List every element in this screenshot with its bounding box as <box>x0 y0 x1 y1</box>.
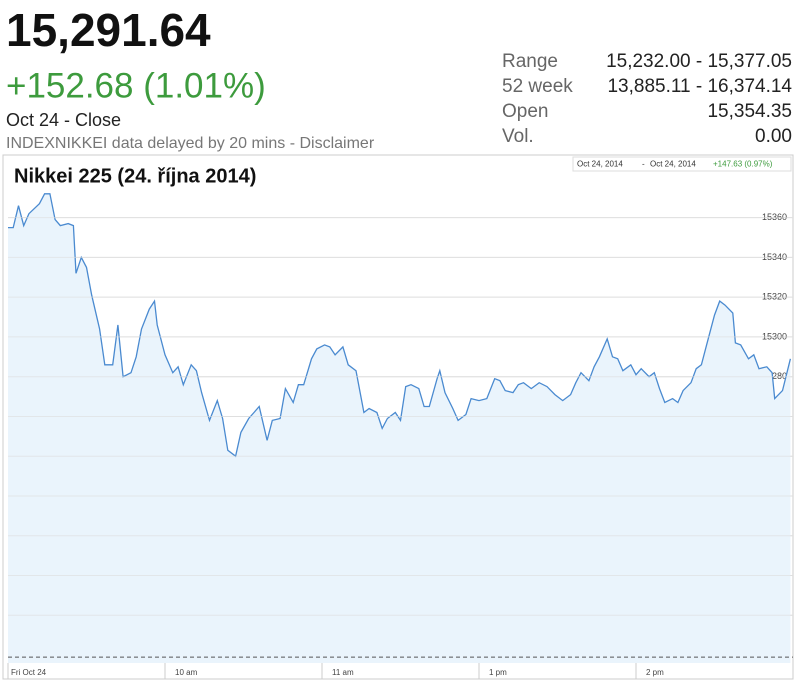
y-tick-label: 15360 <box>762 212 787 222</box>
x-tick-label: 1 pm <box>489 668 507 677</box>
x-tick-label: 11 am <box>332 668 354 677</box>
stat-value: 13,885.11 - 16,374.14 <box>607 76 792 97</box>
stat-label: Vol. <box>502 126 534 147</box>
plot: 1516015180152001522015240152601528015300… <box>7 193 793 679</box>
area <box>8 193 791 664</box>
y-tick-label: 15320 <box>762 292 787 302</box>
date: Oct 24 - Close <box>6 110 121 130</box>
x-tick-label: 2 pm <box>646 668 664 677</box>
x-tick-label: Fri Oct 24 <box>11 668 47 677</box>
range-box <box>572 156 792 172</box>
stat-label: Open <box>502 101 548 122</box>
range-separator: - <box>642 160 645 169</box>
range-from: Oct 24, 2014 <box>577 160 623 169</box>
y-tick-label: 15280 <box>762 371 787 381</box>
stats: Range 15,232.00 - 15,377.05 52 week 13,885.… <box>502 51 792 147</box>
stat-value: 0.00 <box>755 126 792 147</box>
stat-value: 15,354.35 <box>707 101 792 122</box>
x-tick-label: 10 am <box>175 668 198 677</box>
y-tick-label: 15300 <box>762 331 787 341</box>
price: 15,291.64 <box>6 4 211 56</box>
range-change: +147.63 (0.97%) <box>713 160 773 169</box>
stat-value: 15,232.00 - 15,377.05 <box>606 51 792 72</box>
chart-title: Nikkei 225 (24. října 2014) <box>14 165 256 187</box>
disclaimer: INDEXNIKKEI data delayed by 20 mins - Di… <box>6 135 375 152</box>
change: +152.68 (1.01%) <box>6 66 266 105</box>
stat-label: 52 week <box>502 76 573 97</box>
stat-label: Range <box>502 51 558 72</box>
range-to: Oct 24, 2014 <box>650 160 696 169</box>
y-tick-label: 15340 <box>762 252 787 262</box>
